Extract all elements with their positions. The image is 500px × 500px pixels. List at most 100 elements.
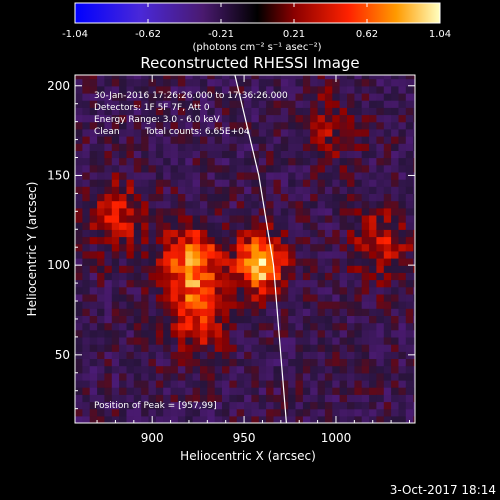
heatmap-cell	[185, 114, 194, 123]
heatmap-cell	[75, 186, 83, 194]
heatmap-cell	[207, 229, 216, 238]
heatmap-cell	[273, 114, 282, 123]
heatmap-cell	[324, 179, 333, 187]
heatmap-cell	[280, 164, 289, 173]
heatmap-cell	[222, 372, 230, 381]
heatmap-cell	[398, 186, 407, 194]
heatmap-cell	[347, 85, 355, 94]
heatmap-cell	[354, 164, 363, 173]
heatmap-cell	[302, 379, 311, 388]
colorbar-tick-label: -0.21	[208, 29, 234, 40]
heatmap-cell	[207, 293, 216, 302]
heatmap-cell	[170, 394, 179, 403]
heatmap-cell	[229, 336, 238, 345]
heatmap-cell	[148, 308, 157, 316]
heatmap-cell	[200, 293, 208, 302]
heatmap-cell	[119, 272, 128, 281]
heatmap-cell	[97, 128, 106, 137]
heatmap-cell	[273, 236, 282, 245]
heatmap-cell	[229, 136, 238, 144]
heatmap-cell	[324, 329, 333, 338]
heatmap-cell	[398, 286, 407, 295]
heatmap-cell	[317, 401, 326, 410]
heatmap-cell	[413, 379, 415, 388]
heatmap-cell	[361, 164, 370, 173]
heatmap-cell	[133, 150, 142, 159]
heatmap-cell	[354, 258, 363, 266]
heatmap-cell	[391, 387, 400, 395]
heatmap-cell	[82, 164, 91, 173]
heatmap-cell	[141, 394, 150, 403]
heatmap-cell	[214, 308, 223, 316]
heatmap-cell	[185, 171, 194, 180]
heatmap-cell	[229, 401, 238, 410]
heatmap-cell	[295, 351, 304, 359]
heatmap-cell	[111, 308, 120, 316]
heatmap-cell	[251, 229, 260, 238]
heatmap-cell	[354, 279, 363, 288]
heatmap-cell	[104, 243, 113, 252]
heatmap-cell	[214, 150, 223, 159]
heatmap-cell	[354, 236, 363, 245]
heatmap-cell	[75, 121, 83, 130]
heatmap-cell	[177, 107, 186, 116]
heatmap-cell	[347, 207, 355, 216]
heatmap-cell	[258, 207, 267, 216]
heatmap-cell	[258, 222, 267, 230]
heatmap-cell	[244, 308, 253, 316]
heatmap-cell	[354, 358, 363, 367]
heatmap-cell	[383, 336, 392, 345]
heatmap-cell	[280, 193, 289, 202]
heatmap-cell	[361, 394, 370, 403]
heatmap-cell	[170, 258, 179, 266]
heatmap-cell	[354, 229, 363, 238]
heatmap-cell	[383, 150, 392, 159]
heatmap-cell	[324, 193, 333, 202]
heatmap-cell	[97, 100, 106, 108]
heatmap-cell	[214, 365, 223, 374]
heatmap-cell	[332, 128, 341, 137]
heatmap-cell	[369, 100, 378, 108]
heatmap-cell	[354, 372, 363, 381]
heatmap-cell	[133, 222, 142, 230]
y-tick-label: 50	[55, 348, 70, 362]
heatmap-cell	[280, 236, 289, 245]
heatmap-cell	[207, 415, 216, 423]
heatmap-cell	[236, 128, 245, 137]
heatmap-cell	[126, 394, 135, 403]
heatmap-cell	[258, 301, 267, 309]
heatmap-cell	[383, 193, 392, 202]
heatmap-cell	[111, 372, 120, 381]
heatmap-cell	[200, 157, 208, 166]
heatmap-cell	[273, 358, 282, 367]
heatmap-cell	[383, 128, 392, 137]
heatmap-cell	[236, 387, 245, 395]
heatmap-cell	[192, 186, 201, 194]
heatmap-cell	[288, 351, 297, 359]
heatmap-cell	[398, 401, 407, 410]
heatmap-cell	[163, 272, 172, 281]
heatmap-cell	[258, 358, 267, 367]
y-axis-label: Heliocentric Y (arcsec)	[25, 182, 39, 317]
heatmap-cell	[104, 336, 113, 345]
heatmap-cell	[148, 186, 157, 194]
heatmap-cell	[369, 365, 378, 374]
heatmap-cell	[391, 78, 400, 87]
heatmap-cell	[236, 358, 245, 367]
heatmap-cell	[332, 329, 341, 338]
heatmap-cell	[229, 229, 238, 238]
heatmap-cell	[376, 279, 385, 288]
heatmap-cell	[200, 394, 208, 403]
heatmap-cell	[177, 372, 186, 381]
heatmap-cell	[104, 379, 113, 388]
heatmap-cell	[383, 114, 392, 123]
heatmap-cell	[339, 200, 348, 209]
heatmap-cell	[236, 336, 245, 345]
heatmap-cell	[133, 265, 142, 273]
heatmap-cell	[111, 85, 120, 94]
heatmap-cell	[82, 315, 91, 324]
heatmap-cell	[119, 250, 128, 259]
heatmap-cell	[119, 150, 128, 159]
heatmap-cell	[347, 222, 355, 230]
heatmap-cell	[288, 143, 297, 151]
